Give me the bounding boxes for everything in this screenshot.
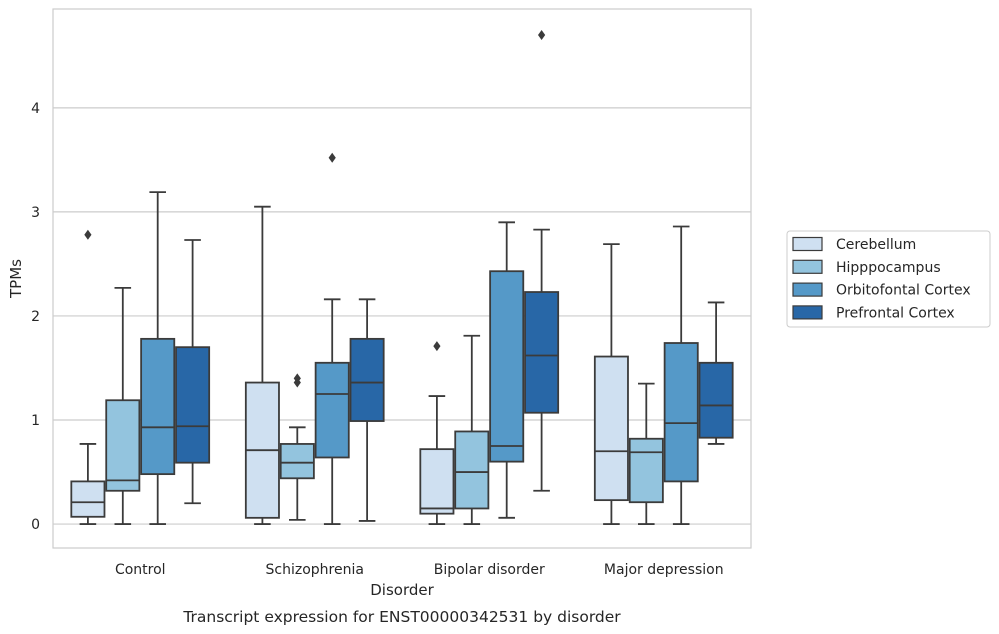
outlier-point xyxy=(293,373,301,384)
box-plot xyxy=(524,30,560,492)
legend-label: Orbitofontal Cortex xyxy=(836,283,971,299)
box xyxy=(593,355,629,502)
box xyxy=(140,337,176,476)
y-tick-label: 2 xyxy=(31,309,40,325)
box-plot xyxy=(593,243,629,525)
box-plot xyxy=(314,152,350,525)
box xyxy=(524,291,560,414)
outlier-point xyxy=(433,341,441,352)
box xyxy=(70,480,106,518)
legend-frame xyxy=(786,230,991,328)
outlier-point xyxy=(328,152,336,163)
legend-label: Prefrontal Cortex xyxy=(836,305,955,321)
x-tick-label: Schizophrenia xyxy=(266,562,364,578)
box-plot xyxy=(70,229,106,525)
box-plot xyxy=(698,301,734,445)
y-tick-label: 3 xyxy=(31,205,40,221)
box xyxy=(105,399,141,492)
outlier-point xyxy=(538,30,546,41)
legend-label: Cerebellum xyxy=(836,237,916,253)
box-plot xyxy=(419,341,455,525)
legend-swatch xyxy=(792,236,823,252)
box xyxy=(628,437,664,504)
box-plot xyxy=(244,205,280,525)
x-axis-title: Disorder xyxy=(370,581,434,599)
box-plot xyxy=(489,221,525,519)
box-plot xyxy=(349,298,385,522)
box-plot xyxy=(105,286,141,525)
plot-frame xyxy=(52,8,752,549)
box xyxy=(419,448,455,515)
legend-swatch xyxy=(792,282,823,297)
box-plot xyxy=(454,334,490,525)
box xyxy=(314,361,350,459)
box xyxy=(175,346,211,464)
x-tick-label: Bipolar disorder xyxy=(434,562,545,578)
y-tick-label: 1 xyxy=(31,413,40,429)
box-plot xyxy=(140,191,176,525)
legend-label: Hipppocampus xyxy=(836,260,941,276)
x-tick-label: Major depression xyxy=(604,562,724,578)
outlier-point xyxy=(84,229,92,240)
box xyxy=(279,443,315,480)
y-axis-ticks: 0 1 2 3 4 xyxy=(31,101,40,533)
box-plot xyxy=(628,382,664,525)
box xyxy=(489,270,525,463)
box-plot xyxy=(663,225,699,525)
y-axis-title: TPMs xyxy=(7,259,25,299)
y-tick-label: 4 xyxy=(31,101,40,117)
x-tick-label: Control xyxy=(115,562,166,578)
boxes-layer xyxy=(70,30,734,525)
box-plot xyxy=(175,239,211,505)
x-axis-ticks: Control Schizophrenia Bipolar disorder Majo… xyxy=(115,562,724,578)
legend: Cerebellum Hipppocampus Orbitofontal Corte… xyxy=(786,230,991,328)
legend-swatch xyxy=(792,259,823,274)
y-tick-label: 0 xyxy=(31,517,40,533)
legend-swatch xyxy=(792,305,823,320)
box-plot xyxy=(279,373,315,521)
box xyxy=(454,430,490,510)
box xyxy=(663,342,699,483)
chart-caption: Transcript expression for ENST0000034253… xyxy=(182,608,621,626)
box xyxy=(698,361,734,439)
box xyxy=(349,337,385,422)
legend-items: Cerebellum Hipppocampus Orbitofontal Corte… xyxy=(792,236,971,321)
